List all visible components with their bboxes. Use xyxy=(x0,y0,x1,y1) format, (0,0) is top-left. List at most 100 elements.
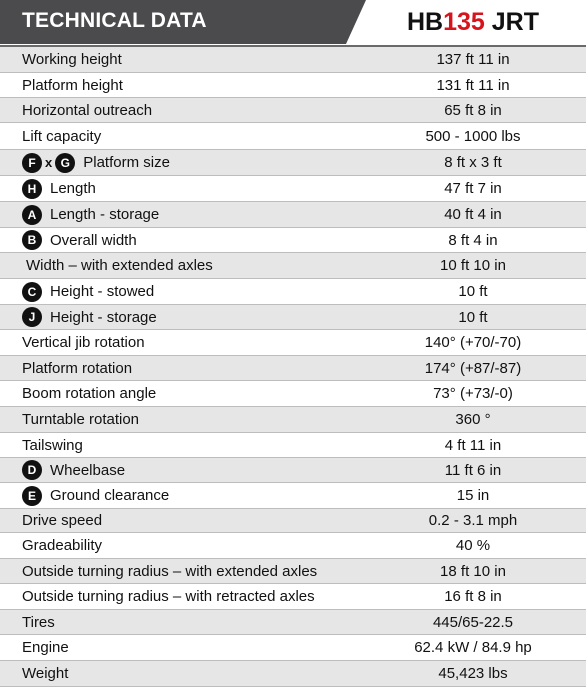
spec-value: 4 ft 11 in xyxy=(444,436,502,454)
spec-value: 8 ft x 3 ft xyxy=(444,154,502,171)
spec-label-group: F x G Platform size xyxy=(0,152,360,173)
spec-row-weight: Weight 45,423 lbs xyxy=(0,661,586,687)
spec-value: 10 ft xyxy=(458,283,488,300)
spec-label: Tailswing xyxy=(22,436,83,454)
badge-j-icon: J xyxy=(22,307,42,327)
spec-label: Lift capacity xyxy=(22,127,102,145)
spec-label: Drive speed xyxy=(22,512,103,529)
badge-e-icon: E xyxy=(22,485,42,506)
header: TECHNICAL DATA HB135 JRT xyxy=(0,0,586,47)
spec-value: 140° (+70/-70) xyxy=(424,334,522,351)
spec-label: Height - storage xyxy=(50,308,157,326)
spec-value: 47 ft 7 in xyxy=(444,180,502,197)
spec-label: Ground clearance xyxy=(50,487,170,504)
spec-label-group: A Length - storage xyxy=(0,204,360,225)
spec-row-boom-rotation-angle: Boom rotation angle 73° (+73/-0) xyxy=(0,381,586,407)
spec-value: 445/65-22.5 xyxy=(432,613,514,631)
spec-label: Length xyxy=(50,180,96,197)
spec-row-length: H Length 47 ft 7 in xyxy=(0,176,586,202)
spec-row-width-extended-axles: Width – with extended axles 10 ft 10 in xyxy=(0,253,586,279)
spec-label: Engine xyxy=(22,639,69,656)
spec-value: 10 ft 10 in xyxy=(440,257,506,274)
spec-row-drive-speed: Drive speed 0.2 - 3.1 mph xyxy=(0,509,586,533)
badge-g-icon: G xyxy=(55,152,76,173)
spec-value: 137 ft 11 in xyxy=(436,51,510,68)
spec-label-group: C Height - stowed xyxy=(0,281,360,302)
spec-row-working-height: Working height 137 ft 11 in xyxy=(0,47,586,73)
spec-row-platform-height: Platform height 131 ft 11 in xyxy=(0,73,586,98)
spec-row-tailswing: Tailswing 4 ft 11 in xyxy=(0,433,586,458)
spec-row-engine: Engine 62.4 kW / 84.9 hp xyxy=(0,635,586,661)
spec-label: Height - stowed xyxy=(50,283,155,300)
spec-row-platform-size: F x G Platform size 8 ft x 3 ft xyxy=(0,150,586,176)
spec-row-tires: Tires 445/65-22.5 xyxy=(0,610,586,635)
spec-table: Working height 137 ft 11 in Platform hei… xyxy=(0,47,586,687)
spec-label: Width – with extended axles xyxy=(26,257,213,274)
spec-label-group: D Wheelbase xyxy=(0,460,360,480)
spec-label: Gradeability xyxy=(22,537,103,554)
spec-value: 8 ft 4 in xyxy=(448,231,498,249)
badge-h-icon: H xyxy=(22,178,42,199)
spec-label: Turntable rotation xyxy=(22,411,140,428)
spec-label: Overall width xyxy=(50,231,137,249)
spec-label: Vertical jib rotation xyxy=(22,334,145,351)
spec-row-vertical-jib-rotation: Vertical jib rotation 140° (+70/-70) xyxy=(0,330,586,356)
spec-value: 360 ° xyxy=(455,411,491,428)
spec-row-height-storage: J Height - storage 10 ft xyxy=(0,305,586,330)
spec-value: 40 % xyxy=(455,537,491,554)
times-sign: x xyxy=(45,155,53,170)
spec-label-group: J Height - storage xyxy=(0,307,360,327)
spec-label: Boom rotation angle xyxy=(22,385,157,402)
spec-label-group: H Length xyxy=(0,178,360,199)
spec-value: 16 ft 8 in xyxy=(444,588,502,605)
spec-label-group: E Ground clearance xyxy=(0,485,360,506)
spec-value: 15 in xyxy=(456,487,490,504)
spec-row-horizontal-outreach: Horizontal outreach 65 ft 8 in xyxy=(0,98,586,123)
spec-value: 73° (+73/-0) xyxy=(433,385,513,402)
spec-label: Weight xyxy=(22,665,69,682)
spec-value: 131 ft 11 in xyxy=(436,76,510,94)
spec-label: Platform size xyxy=(83,154,170,171)
spec-row-turntable-rotation: Turntable rotation 360 ° xyxy=(0,407,586,433)
spec-row-turning-radius-extended: Outside turning radius – with extended a… xyxy=(0,559,586,584)
spec-row-gradeability: Gradeability 40 % xyxy=(0,533,586,559)
spec-row-lift-capacity: Lift capacity 500 - 1000 lbs xyxy=(0,123,586,150)
spec-label: Tires xyxy=(22,613,55,631)
badge-c-icon: C xyxy=(22,281,42,302)
header-title: TECHNICAL DATA xyxy=(22,9,207,32)
spec-row-length-storage: A Length - storage 40 ft 4 in xyxy=(0,202,586,228)
spec-label: Length - storage xyxy=(50,206,160,223)
spec-value: 174° (+87/-87) xyxy=(424,359,522,377)
spec-value: 11 ft 6 in xyxy=(444,461,502,479)
spec-row-turning-radius-retracted: Outside turning radius – with retracted … xyxy=(0,584,586,610)
model-suffix: JRT xyxy=(491,8,539,36)
spec-label: Horizontal outreach xyxy=(22,101,153,119)
spec-value: 18 ft 10 in xyxy=(440,562,506,580)
spec-row-platform-rotation: Platform rotation 174° (+87/-87) xyxy=(0,356,586,381)
model-number: 135 xyxy=(443,8,485,36)
spec-row-height-stowed: C Height - stowed 10 ft xyxy=(0,279,586,305)
spec-value: 62.4 kW / 84.9 hp xyxy=(414,639,532,656)
spec-label: Platform height xyxy=(22,76,123,94)
badge-d-icon: D xyxy=(22,460,42,480)
header-band xyxy=(0,0,366,44)
badge-a-icon: A xyxy=(22,204,42,225)
spec-value: 65 ft 8 in xyxy=(444,101,502,119)
spec-value: 45,423 lbs xyxy=(438,665,508,682)
spec-label: Outside turning radius – with extended a… xyxy=(22,562,318,580)
model-prefix: HB xyxy=(406,8,444,36)
spec-label: Platform rotation xyxy=(22,359,133,377)
spec-label: Outside turning radius – with retracted … xyxy=(22,588,315,605)
badge-b-icon: B xyxy=(22,230,42,250)
spec-label-group: B Overall width xyxy=(0,230,360,250)
header-divider xyxy=(0,45,586,47)
spec-value: 40 ft 4 in xyxy=(444,206,502,223)
spec-value: 500 - 1000 lbs xyxy=(425,127,521,145)
spec-row-overall-width: B Overall width 8 ft 4 in xyxy=(0,228,586,253)
spec-label: Working height xyxy=(22,51,122,68)
spec-value: 0.2 - 3.1 mph xyxy=(428,512,518,529)
spec-value: 10 ft xyxy=(458,308,488,326)
spec-label: Wheelbase xyxy=(50,461,126,479)
model-name: HB135 JRT xyxy=(360,8,586,37)
